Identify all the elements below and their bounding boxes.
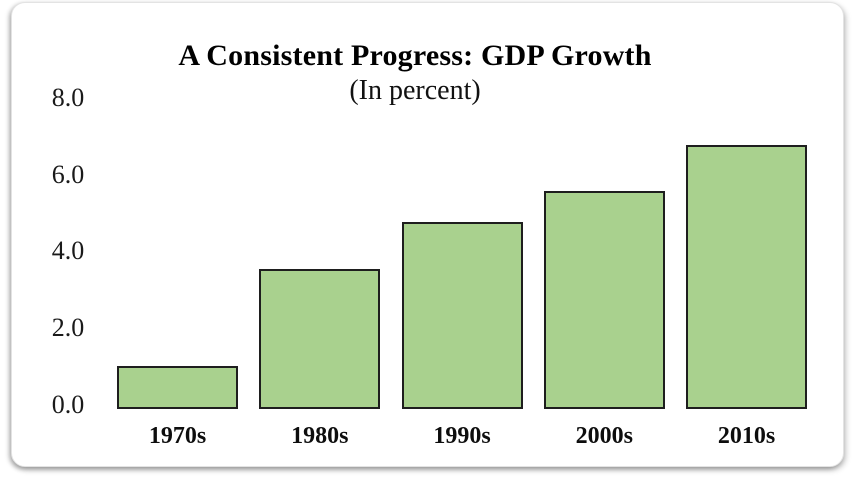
x-axis-label: 1990s — [433, 423, 491, 449]
x-axis-label: 2010s — [717, 423, 776, 449]
chart-card: A Consistent Progress: GDP Growth (In pe… — [11, 2, 844, 467]
x-axis-label: 1970s — [148, 423, 207, 449]
bar-1990s — [401, 222, 523, 409]
x-axis-label: 2000s — [575, 423, 633, 449]
bar-1970s — [117, 366, 238, 409]
y-tick-label: 0.0 — [51, 389, 85, 419]
bar-2010s — [686, 144, 807, 409]
y-tick-label: 2.0 — [51, 312, 85, 342]
x-axis-label: 1980s — [291, 423, 349, 449]
y-tick-label: 8.0 — [51, 83, 85, 113]
y-tick-label: 6.0 — [51, 159, 85, 189]
bar-2000s — [543, 191, 665, 409]
bar-1980s — [259, 269, 381, 409]
plot-area: 0.0 2.0 4.0 6.0 8.0 1970s 1980s 1990s 2000s 2010s — [12, 3, 843, 466]
y-tick-label: 4.0 — [51, 236, 85, 266]
